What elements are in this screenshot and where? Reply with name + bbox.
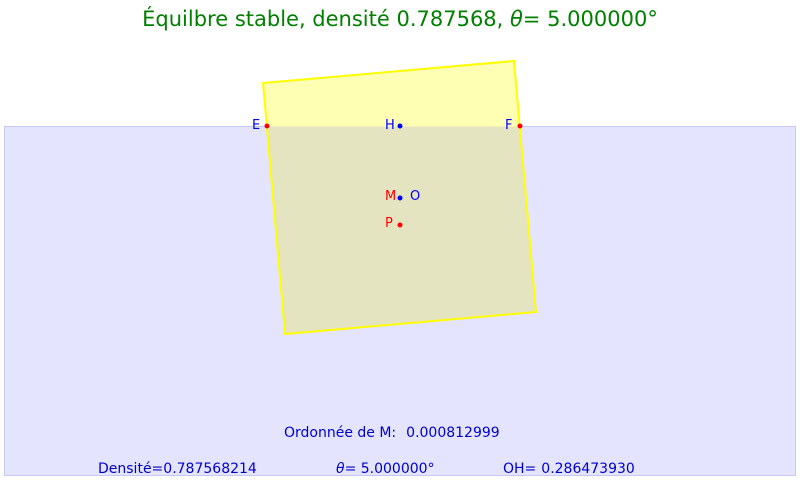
figure-title: Équilbre stable, densité 0.787568, θ= 5.…	[142, 6, 658, 31]
theta-text: θ= 5.000000°	[336, 461, 435, 477]
densite-label: Densité=	[98, 461, 163, 477]
ordonnee-value: 0.000812999	[406, 425, 500, 441]
oh-value: 0.286473930	[541, 461, 635, 477]
block-submerged	[266, 126, 536, 334]
point-f-marker	[517, 123, 523, 129]
point-h-label: H	[385, 118, 395, 133]
title-suffix: = 5.000000°	[523, 7, 658, 31]
point-m-marker	[397, 195, 403, 201]
densite-text: Densité=0.787568214	[98, 461, 257, 477]
point-e-marker	[264, 123, 270, 129]
point-h-marker	[397, 123, 403, 129]
point-e-label: E	[252, 118, 260, 133]
oh-text: OH= 0.286473930	[503, 461, 635, 477]
block-outline	[261, 59, 538, 336]
point-f-label: F	[505, 118, 512, 133]
point-p-label: P	[385, 216, 393, 231]
densite-value: 0.787568214	[163, 461, 257, 477]
ordonnee-label: Ordonnée de M:	[284, 425, 396, 441]
theta-symbol: θ	[336, 461, 345, 477]
theta-value: = 5.000000°	[345, 461, 435, 477]
point-o-label: O	[410, 189, 420, 204]
point-p-marker	[397, 222, 403, 228]
oh-label: OH=	[503, 461, 536, 477]
ordonnee-text: Ordonnée de M: 0.000812999	[284, 425, 500, 441]
point-m-label: M	[385, 189, 396, 204]
title-prefix: Équilbre stable, densité 0.787568,	[142, 6, 510, 31]
title-theta-symbol: θ	[510, 7, 523, 31]
